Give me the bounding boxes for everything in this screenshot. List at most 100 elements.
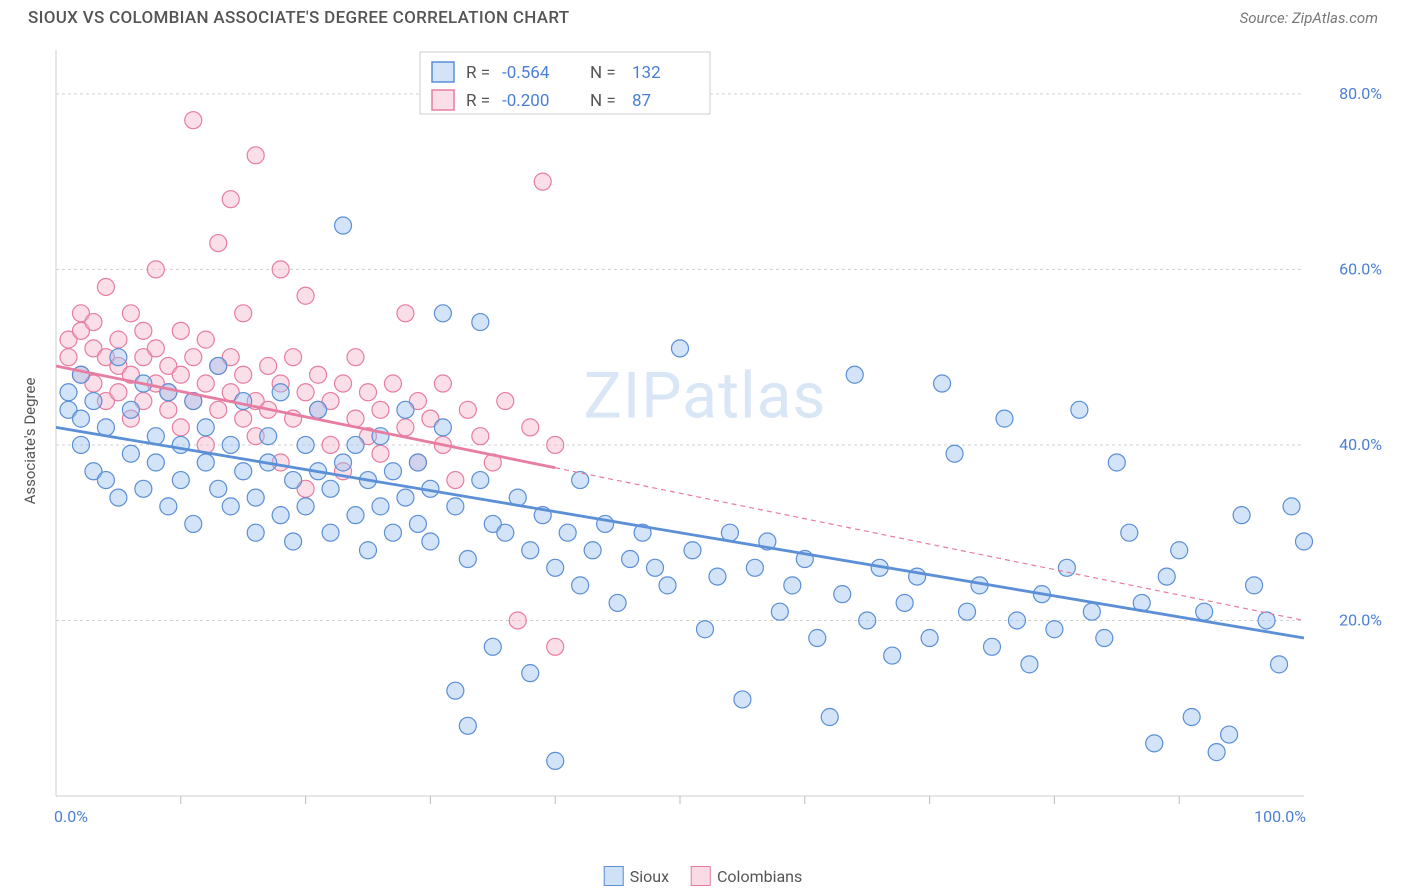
data-point: [1196, 603, 1213, 620]
data-point: [1021, 656, 1038, 673]
data-point: [859, 612, 876, 629]
data-point: [384, 375, 401, 392]
data-point: [1146, 735, 1163, 752]
chart-title: SIOUX VS COLOMBIAN ASSOCIATE'S DEGREE CO…: [28, 8, 569, 28]
data-point: [310, 366, 327, 383]
data-point: [85, 393, 102, 410]
legend-label: Colombians: [717, 867, 802, 886]
data-point: [534, 173, 551, 190]
data-point: [347, 507, 364, 524]
data-point: [1158, 568, 1175, 585]
y-tick-label: 20.0%: [1339, 610, 1382, 629]
data-point: [247, 524, 264, 541]
data-point: [1171, 542, 1188, 559]
data-point: [335, 375, 352, 392]
data-point: [734, 691, 751, 708]
data-point: [210, 357, 227, 374]
data-point: [322, 524, 339, 541]
data-point: [110, 349, 127, 366]
data-point: [210, 235, 227, 252]
data-point: [147, 340, 164, 357]
data-point: [335, 217, 352, 234]
data-point: [185, 112, 202, 129]
data-point: [147, 261, 164, 278]
data-point: [372, 401, 389, 418]
plot-area: Associate's Degree 20.0%40.0%60.0%80.0%0…: [50, 46, 1390, 836]
legend-swatch: [691, 866, 711, 886]
data-point: [447, 682, 464, 699]
data-point: [921, 630, 938, 647]
bottom-legend: Sioux Colombians: [604, 866, 803, 886]
data-point: [110, 489, 127, 506]
data-point: [247, 489, 264, 506]
data-point: [434, 305, 451, 322]
y-tick-label: 80.0%: [1339, 84, 1382, 103]
data-point: [260, 357, 277, 374]
data-point: [185, 349, 202, 366]
data-point: [1121, 524, 1138, 541]
data-point: [834, 586, 851, 603]
y-axis-label: Associate's Degree: [21, 378, 39, 505]
data-point: [497, 393, 514, 410]
data-point: [484, 638, 501, 655]
data-point: [235, 463, 252, 480]
data-point: [297, 436, 314, 453]
data-point: [1183, 709, 1200, 726]
data-point: [522, 419, 539, 436]
data-point: [547, 752, 564, 769]
legend-box: [420, 52, 710, 114]
legend-label: Sioux: [630, 867, 669, 886]
data-point: [147, 454, 164, 471]
data-point: [347, 349, 364, 366]
data-point: [472, 428, 489, 445]
legend-r-value: -0.200: [502, 91, 549, 111]
data-point: [122, 305, 139, 322]
data-point: [472, 472, 489, 489]
data-point: [272, 507, 289, 524]
data-point: [322, 480, 339, 497]
data-point: [896, 594, 913, 611]
data-point: [672, 340, 689, 357]
data-point: [547, 638, 564, 655]
data-point: [285, 349, 302, 366]
data-point: [459, 551, 476, 568]
y-tick-label: 40.0%: [1339, 435, 1382, 454]
data-point: [185, 515, 202, 532]
data-point: [297, 498, 314, 515]
data-point: [384, 524, 401, 541]
data-point: [1096, 630, 1113, 647]
data-point: [584, 542, 601, 559]
data-point: [197, 375, 214, 392]
data-point: [285, 533, 302, 550]
data-point: [60, 384, 77, 401]
data-point: [809, 630, 826, 647]
data-point: [771, 603, 788, 620]
data-point: [72, 436, 89, 453]
data-point: [172, 366, 189, 383]
data-point: [272, 384, 289, 401]
data-point: [72, 410, 89, 427]
data-point: [197, 331, 214, 348]
data-point: [85, 314, 102, 331]
data-point: [297, 384, 314, 401]
data-point: [1271, 656, 1288, 673]
data-point: [622, 551, 639, 568]
legend-n-value: 132: [632, 63, 661, 83]
data-point: [235, 305, 252, 322]
y-tick-label: 60.0%: [1339, 259, 1382, 278]
data-point: [122, 401, 139, 418]
legend-r-label: R =: [466, 91, 490, 111]
data-point: [135, 322, 152, 339]
scatter-plot-svg: 20.0%40.0%60.0%80.0%0.0%100.0%ZIPatlasR …: [50, 46, 1390, 836]
data-point: [459, 717, 476, 734]
data-point: [322, 436, 339, 453]
data-point: [1208, 744, 1225, 761]
data-point: [97, 472, 114, 489]
data-point: [996, 410, 1013, 427]
data-point: [1233, 507, 1250, 524]
data-point: [272, 261, 289, 278]
data-point: [172, 472, 189, 489]
data-point: [172, 436, 189, 453]
legend-r-label: R =: [466, 63, 490, 83]
data-point: [360, 542, 377, 559]
